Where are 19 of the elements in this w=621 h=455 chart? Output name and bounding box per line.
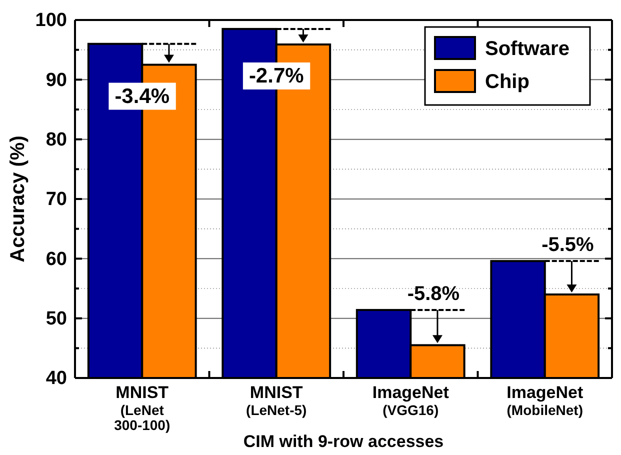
x-tick-label: ImageNet (VGG16) — [372, 383, 450, 418]
annotation: -2.7% — [248, 64, 304, 88]
x-tick-label: MNIST (LeNet-5) — [246, 383, 307, 418]
x-tick-label: ImageNet (MobileNet) — [506, 383, 584, 418]
y-tick-label: 40 — [46, 368, 67, 390]
x-tick-label: MNIST (LeNet 300-100) — [114, 383, 170, 433]
y-tick-label: 60 — [46, 248, 67, 270]
y-tick-label: 50 — [46, 308, 67, 330]
legend-label: Chip — [485, 71, 530, 93]
annotation: -5.8% — [407, 282, 460, 305]
y-tick-label: 80 — [46, 129, 67, 150]
y-axis-title: Accuracy (%) — [7, 136, 29, 262]
y-tick-label: 100 — [35, 10, 67, 32]
annotation: -3.4% — [114, 84, 170, 108]
y-tick-label: 70 — [46, 189, 67, 210]
annotation: -5.5% — [542, 234, 594, 256]
y-tick-label: 90 — [46, 70, 67, 91]
legend-label: Software — [485, 38, 570, 60]
x-axis-title: CIM with 9-row accesses — [243, 432, 444, 451]
